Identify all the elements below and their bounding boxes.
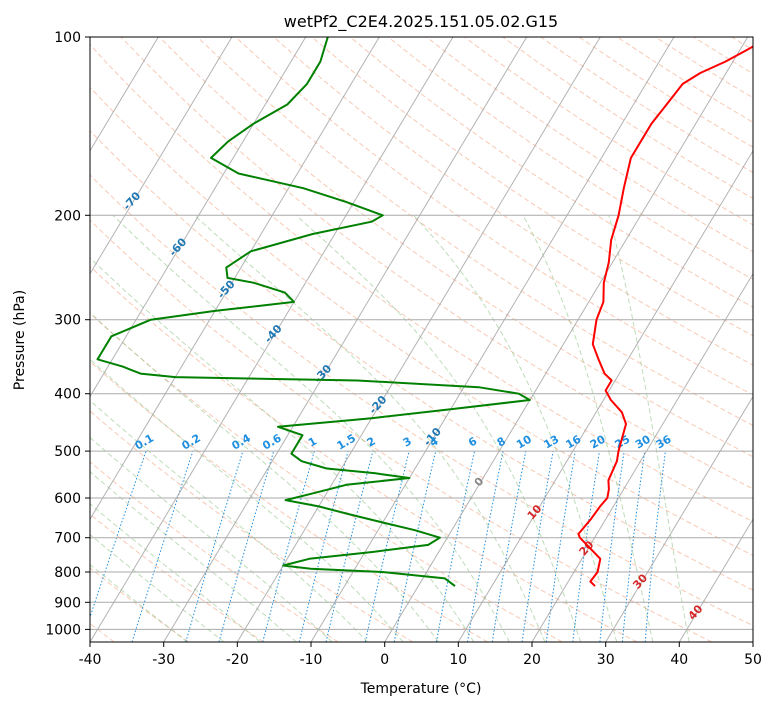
x-tick-label: 30	[597, 652, 615, 668]
x-axis-ticks: -40 -30 -20 -10 0 10 20 30 40 50	[79, 642, 762, 668]
y-tick-label: 600	[54, 491, 81, 507]
dry-adiabat	[235, 37, 753, 396]
plot-frame	[89, 36, 754, 643]
y-axis-label: Pressure (hPa)	[12, 290, 28, 390]
x-tick-label: -10	[300, 652, 323, 668]
y-tick-label: 200	[54, 208, 81, 224]
mixing-ratio-line	[262, 450, 315, 642]
moist-adiabat	[90, 399, 369, 642]
isotherm	[310, 37, 675, 642]
moist-adiabat	[112, 214, 510, 642]
dry-adiabat	[158, 37, 753, 458]
isotherm	[531, 272, 753, 642]
moist-adiabat	[90, 533, 225, 642]
y-tick-label: 500	[54, 444, 81, 460]
isotherm	[90, 37, 380, 521]
moist-adiabat	[90, 563, 188, 642]
mixing-ratio-line	[298, 450, 349, 642]
x-tick-label: 50	[744, 652, 762, 668]
dry-adiabat	[120, 37, 753, 490]
moist-adiabats	[90, 214, 690, 642]
isotherm	[678, 518, 753, 642]
x-tick-label: -30	[152, 652, 175, 668]
isotherm	[90, 37, 454, 642]
x-tick-label: 0	[380, 652, 389, 668]
y-tick-label: 1000	[45, 622, 81, 638]
moist-adiabat	[90, 471, 297, 642]
sounding-traces	[96, 37, 753, 587]
isotherm	[752, 641, 753, 642]
isotherm	[90, 37, 233, 275]
isotherm	[236, 37, 601, 642]
isotherm-label: -90	[19, 113, 42, 137]
dry-adiabat	[90, 86, 753, 557]
mixing-ratio-line	[185, 450, 244, 642]
chart-title: wetPf2_C2E4.2025.151.05.02.G15	[284, 12, 558, 32]
temperature-trace	[577, 45, 753, 587]
isotherm	[90, 37, 307, 398]
x-axis-label: Temperature (°C)	[360, 681, 482, 697]
y-axis-ticks: 100 200 300 400 500 600 700 800 900 1000	[45, 30, 90, 638]
y-tick-label: 100	[54, 30, 81, 46]
moist-adiabat	[90, 311, 439, 642]
x-tick-label: 20	[523, 652, 541, 668]
dry-adiabat	[90, 43, 753, 523]
y-tick-label: 800	[54, 565, 81, 581]
dry-adiabat	[90, 360, 488, 642]
moist-adiabat	[194, 214, 546, 642]
dry-adiabat	[273, 37, 753, 366]
moist-adiabat	[522, 215, 654, 642]
isotherm	[457, 149, 753, 642]
isotherm	[163, 37, 528, 642]
dry-adiabats	[90, 37, 775, 642]
x-tick-label: -20	[226, 652, 249, 668]
dry-adiabat	[90, 219, 712, 642]
dry-adiabat	[311, 37, 753, 337]
dry-adiabat	[90, 265, 638, 642]
mixing-ratio-labels: 0.1 0.2 0.4 0.6 1 1.5 2 3 4 6 8 10 13 16 20 25 30 36	[133, 431, 674, 452]
moist-adiabat	[90, 257, 475, 642]
dry-adiabat	[770, 37, 775, 642]
dry-adiabat	[90, 130, 753, 591]
mixing-ratio-line	[393, 450, 437, 642]
dry-adiabat	[90, 513, 264, 642]
dewpoint-trace	[96, 37, 531, 587]
pressure-gridlines	[90, 37, 753, 630]
mixing-ratio-line	[364, 450, 410, 642]
moist-adiabat	[413, 214, 618, 642]
mixing-ratio-line	[218, 450, 275, 642]
x-tick-label: 10	[449, 652, 467, 668]
y-tick-label: 300	[54, 313, 81, 329]
mixing-ratio-line	[325, 450, 374, 642]
moist-adiabat	[90, 358, 404, 642]
y-tick-label: 700	[54, 531, 81, 547]
moist-adiabat	[90, 503, 261, 642]
dry-adiabat	[90, 312, 563, 642]
isotherm	[90, 37, 159, 152]
isotherms	[0, 37, 753, 642]
x-tick-label: -40	[79, 652, 102, 668]
isotherm	[384, 37, 749, 642]
isotherm	[605, 395, 753, 642]
x-tick-label: 40	[670, 652, 688, 668]
y-tick-label: 900	[54, 595, 81, 611]
isotherm	[0, 37, 11, 642]
y-tick-label: 400	[54, 387, 81, 403]
